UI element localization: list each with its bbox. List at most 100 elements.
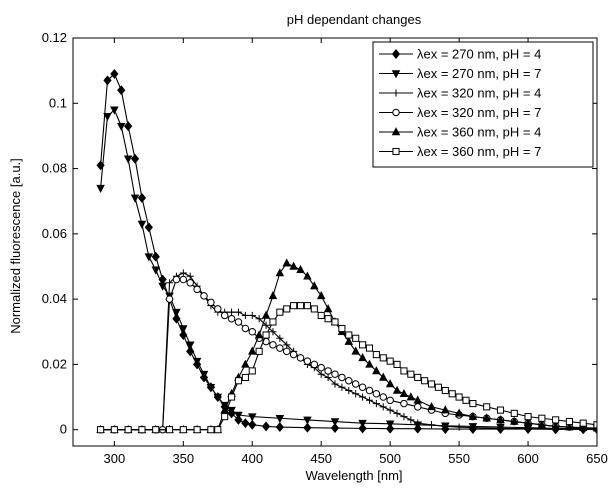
- data-point-plus: [248, 311, 256, 320]
- data-point-triangle-down: [192, 357, 202, 366]
- data-point-plus: [393, 409, 401, 417]
- series-line: [100, 305, 597, 431]
- chart-title: pH dependant changes: [287, 12, 422, 27]
- data-point-square: [269, 318, 277, 326]
- data-point-square: [207, 426, 215, 434]
- data-point-square: [524, 413, 532, 421]
- data-point-square: [331, 318, 339, 326]
- data-point-triangle-up: [482, 413, 491, 422]
- data-point-circle: [338, 373, 346, 382]
- data-point-circle: [220, 311, 229, 320]
- series-line: [100, 272, 597, 431]
- data-point-triangle-up: [372, 366, 381, 375]
- data-point-square: [407, 370, 415, 378]
- y-tick-label: 0.08: [42, 161, 67, 176]
- data-point-plus: [441, 422, 449, 431]
- data-point-triangle-up: [565, 422, 574, 431]
- data-point-plus: [241, 311, 249, 320]
- y-tick-label: 0.06: [42, 226, 67, 241]
- data-point-square: [124, 426, 132, 434]
- plot-area: [96, 68, 597, 435]
- data-point-circle: [351, 380, 360, 388]
- data-point-triangle-up: [296, 264, 305, 274]
- data-point-square: [441, 386, 449, 395]
- data-point-triangle-down: [179, 325, 188, 334]
- data-point-square: [579, 419, 587, 427]
- data-point-plus: [324, 373, 332, 382]
- data-point-square: [214, 426, 222, 434]
- data-point-circle: [358, 383, 367, 391]
- data-point-diamond: [358, 423, 367, 434]
- data-point-circle: [386, 396, 394, 405]
- data-point-triangle-down: [213, 393, 223, 402]
- data-point-square: [393, 360, 401, 368]
- data-point-plus: [234, 308, 243, 316]
- data-point-square: [434, 383, 442, 391]
- data-point-plus: [352, 390, 360, 398]
- data-point-square: [255, 347, 263, 355]
- data-point-circle: [400, 399, 408, 408]
- data-point-triangle-down: [234, 411, 243, 420]
- data-point-square: [379, 354, 387, 362]
- data-point-square: [228, 393, 236, 401]
- data-point-square: [179, 426, 187, 434]
- legend-box: [372, 41, 594, 168]
- data-point-plus: [345, 386, 353, 395]
- data-point-square: [427, 380, 436, 388]
- data-point-triangle-down: [199, 370, 209, 380]
- data-point-circle: [214, 305, 222, 313]
- data-point-triangle-up: [282, 258, 291, 267]
- data-point-triangle-down: [151, 266, 160, 275]
- x-tick-label: 300: [104, 451, 126, 466]
- data-point-square: [241, 373, 249, 382]
- data-point-circle: [365, 386, 374, 395]
- data-point-square: [296, 302, 305, 310]
- data-point-triangle-down: [123, 155, 133, 164]
- data-point-circle: [324, 367, 332, 375]
- data-point-triangle-up: [351, 346, 360, 355]
- data-point-square: [110, 426, 118, 434]
- data-point-triangle-down: [110, 106, 119, 115]
- x-tick-label: 550: [448, 451, 470, 466]
- data-point-diamond: [144, 222, 153, 233]
- data-point-plus: [379, 403, 387, 411]
- data-point-circle: [289, 350, 298, 359]
- data-point-square: [400, 367, 408, 375]
- data-point-plus: [338, 383, 346, 391]
- data-point-plus: [276, 334, 284, 342]
- data-point-triangle-up: [385, 379, 395, 388]
- data-point-square: [248, 367, 256, 375]
- data-point-square: [165, 426, 174, 434]
- data-point-plus: [400, 413, 408, 421]
- y-tick-label: 0.1: [49, 95, 67, 110]
- data-point-square: [372, 351, 380, 359]
- data-point-triangle-up: [427, 402, 436, 411]
- data-point-square: [552, 416, 560, 424]
- data-point-square: [359, 341, 367, 349]
- data-point-circle: [200, 292, 208, 300]
- data-point-triangle-down: [117, 122, 126, 131]
- data-point-square: [234, 377, 243, 385]
- series-4: [96, 275, 597, 434]
- data-point-triangle-up: [551, 421, 560, 430]
- data-point-plus: [358, 393, 367, 401]
- data-point-triangle-up: [496, 415, 505, 424]
- data-point-plus: [407, 416, 415, 424]
- data-point-circle: [310, 360, 319, 369]
- data-point-square: [469, 400, 477, 408]
- data-point-triangle-down: [303, 416, 312, 425]
- data-point-triangle-up: [392, 385, 402, 394]
- data-point-triangle-up: [254, 330, 264, 339]
- data-point-square: [317, 311, 325, 320]
- y-tick-label: 0: [60, 422, 67, 437]
- data-point-plus: [255, 315, 263, 323]
- data-point-square: [455, 393, 463, 401]
- data-point-circle: [296, 354, 305, 362]
- data-point-circle: [345, 376, 353, 385]
- data-point-triangle-up: [441, 405, 450, 414]
- data-point-diamond: [261, 421, 271, 432]
- data-point-circle: [165, 295, 174, 303]
- x-tick-label: 350: [172, 451, 194, 466]
- data-point-plus: [269, 328, 277, 336]
- x-tick-label: 600: [517, 451, 539, 466]
